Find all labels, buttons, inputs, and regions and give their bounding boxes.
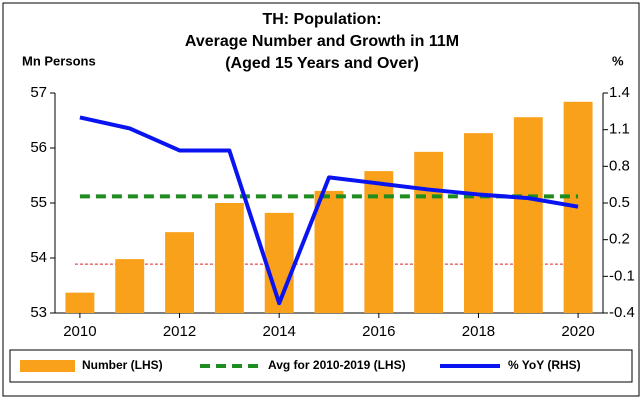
y-axis-label: Mn Persons bbox=[22, 53, 96, 68]
bar bbox=[65, 292, 95, 313]
chart-title: TH: Population: bbox=[262, 11, 381, 28]
bar bbox=[414, 151, 444, 313]
legend-label: % YoY (RHS) bbox=[508, 358, 581, 372]
bar bbox=[165, 232, 194, 313]
x-tick-label: 2014 bbox=[262, 323, 295, 340]
chart-title: Average Number and Growth in 11M bbox=[185, 33, 459, 50]
x-tick-label: 2012 bbox=[163, 323, 196, 340]
legend-swatch bbox=[20, 360, 75, 372]
legend-label: Avg for 2010-2019 (LHS) bbox=[268, 358, 406, 372]
y2-tick-label: 0.2 bbox=[609, 231, 630, 248]
bar bbox=[364, 171, 394, 313]
bar bbox=[264, 212, 294, 313]
bar bbox=[464, 133, 493, 313]
bar bbox=[115, 259, 145, 313]
y-tick-label: 55 bbox=[30, 194, 47, 211]
y-tick-label: 57 bbox=[30, 84, 47, 101]
y2-tick-label: 0.5 bbox=[609, 194, 630, 211]
line bbox=[79, 115, 579, 306]
y2-tick-label: -0.4 bbox=[609, 304, 635, 321]
y2-axis-label: % bbox=[612, 53, 624, 68]
x-tick-label: 2018 bbox=[462, 323, 495, 340]
y-tick-label: 56 bbox=[30, 139, 47, 156]
bar bbox=[563, 101, 593, 313]
y2-tick-label: 1.4 bbox=[609, 84, 630, 101]
y-tick-label: 54 bbox=[30, 249, 47, 266]
bar bbox=[314, 190, 344, 313]
x-tick-label: 2020 bbox=[561, 323, 594, 340]
chart-title: (Aged 15 Years and Over) bbox=[225, 55, 419, 72]
x-tick-label: 2010 bbox=[63, 323, 96, 340]
legend-label: Number (LHS) bbox=[82, 358, 163, 372]
y2-tick-label: 1.1 bbox=[609, 121, 630, 138]
bar bbox=[513, 117, 543, 313]
y2-tick-label: -0.1 bbox=[609, 267, 635, 284]
y-tick-label: 53 bbox=[30, 304, 47, 321]
legend-box bbox=[9, 349, 633, 383]
bar bbox=[214, 203, 244, 313]
x-tick-label: 2016 bbox=[362, 323, 395, 340]
y2-tick-label: 0.8 bbox=[609, 157, 630, 174]
